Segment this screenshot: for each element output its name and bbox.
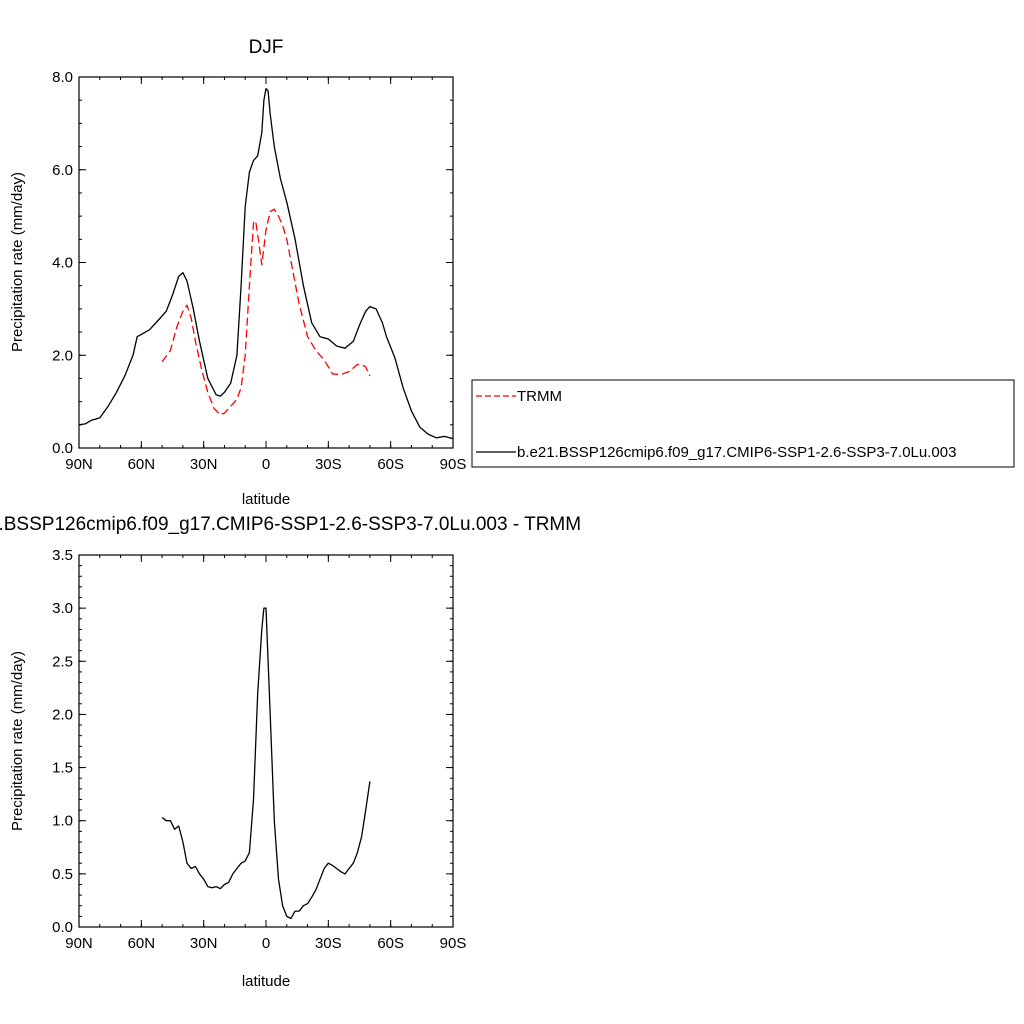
bottom-x-tick-label: 30N xyxy=(190,935,218,952)
top-y-tick-label: 0.0 xyxy=(52,440,73,457)
top-x-tick-label: 60S xyxy=(377,456,404,473)
top-series-line-model xyxy=(78,87,454,440)
bottom-y-tick-label: 0.5 xyxy=(52,866,73,883)
top-y-tick-label: 8.0 xyxy=(52,69,73,86)
top-x-tick-label: 60N xyxy=(128,456,156,473)
bottom-y-tick-label: 1.5 xyxy=(52,760,73,777)
bottom-panel: b.e21.BSSP126cmip6.f09_g17.CMIP6-SSP1-2.… xyxy=(0,514,581,990)
top-panel: DJF latitude Precipitation rate (mm/day)… xyxy=(9,37,466,508)
bottom-y-tick-label: 3.0 xyxy=(52,600,73,617)
bottom-y-tick-label: 2.0 xyxy=(52,706,73,723)
bottom-x-tick-label: 30S xyxy=(315,935,342,952)
legend-label-trmm: TRMM xyxy=(517,388,562,405)
bottom-x-tick-label: 0 xyxy=(262,935,270,952)
top-y-tick-label: 2.0 xyxy=(52,347,73,364)
bottom-x-axis-label: latitude xyxy=(242,973,290,990)
top-plot-frame xyxy=(78,76,454,449)
top-y-axis-label: Precipitation rate (mm/day) xyxy=(9,172,26,352)
legend-label-model: b.e21.BSSP126cmip6.f09_g17.CMIP6-SSP1-2.… xyxy=(517,444,956,461)
top-x-tick-label: 30N xyxy=(190,456,218,473)
top-x-tick-label: 30S xyxy=(315,456,342,473)
bottom-x-tick-label: 60S xyxy=(377,935,404,952)
bottom-x-tick-label: 90S xyxy=(440,935,467,952)
top-x-tick-label: 90S xyxy=(440,456,467,473)
bottom-y-tick-label: 3.5 xyxy=(52,547,73,564)
bottom-chart-title: b.e21.BSSP126cmip6.f09_g17.CMIP6-SSP1-2.… xyxy=(0,514,581,535)
bottom-y-tick-label: 1.0 xyxy=(52,813,73,830)
legend-box xyxy=(471,379,1015,468)
bottom-y-axis-label: Precipitation rate (mm/day) xyxy=(9,651,26,831)
bottom-x-tick-label: 60N xyxy=(128,935,156,952)
bottom-y-tick-label: 0.0 xyxy=(52,919,73,936)
top-x-axis-label: latitude xyxy=(242,491,290,508)
top-x-tick-label: 0 xyxy=(262,456,270,473)
top-y-tick-label: 6.0 xyxy=(52,162,73,179)
bottom-y-tick-label: 2.5 xyxy=(52,653,73,670)
bottom-x-tick-label: 90N xyxy=(65,935,93,952)
top-series-line-trmm xyxy=(161,208,371,416)
legend: TRMM b.e21.BSSP126cmip6.f09_g17.CMIP6-SS… xyxy=(471,379,1015,468)
bottom-series-line-model xyxy=(161,607,371,920)
top-x-tick-label: 90N xyxy=(65,456,93,473)
top-chart-title: DJF xyxy=(249,37,284,58)
top-y-tick-label: 4.0 xyxy=(52,255,73,272)
